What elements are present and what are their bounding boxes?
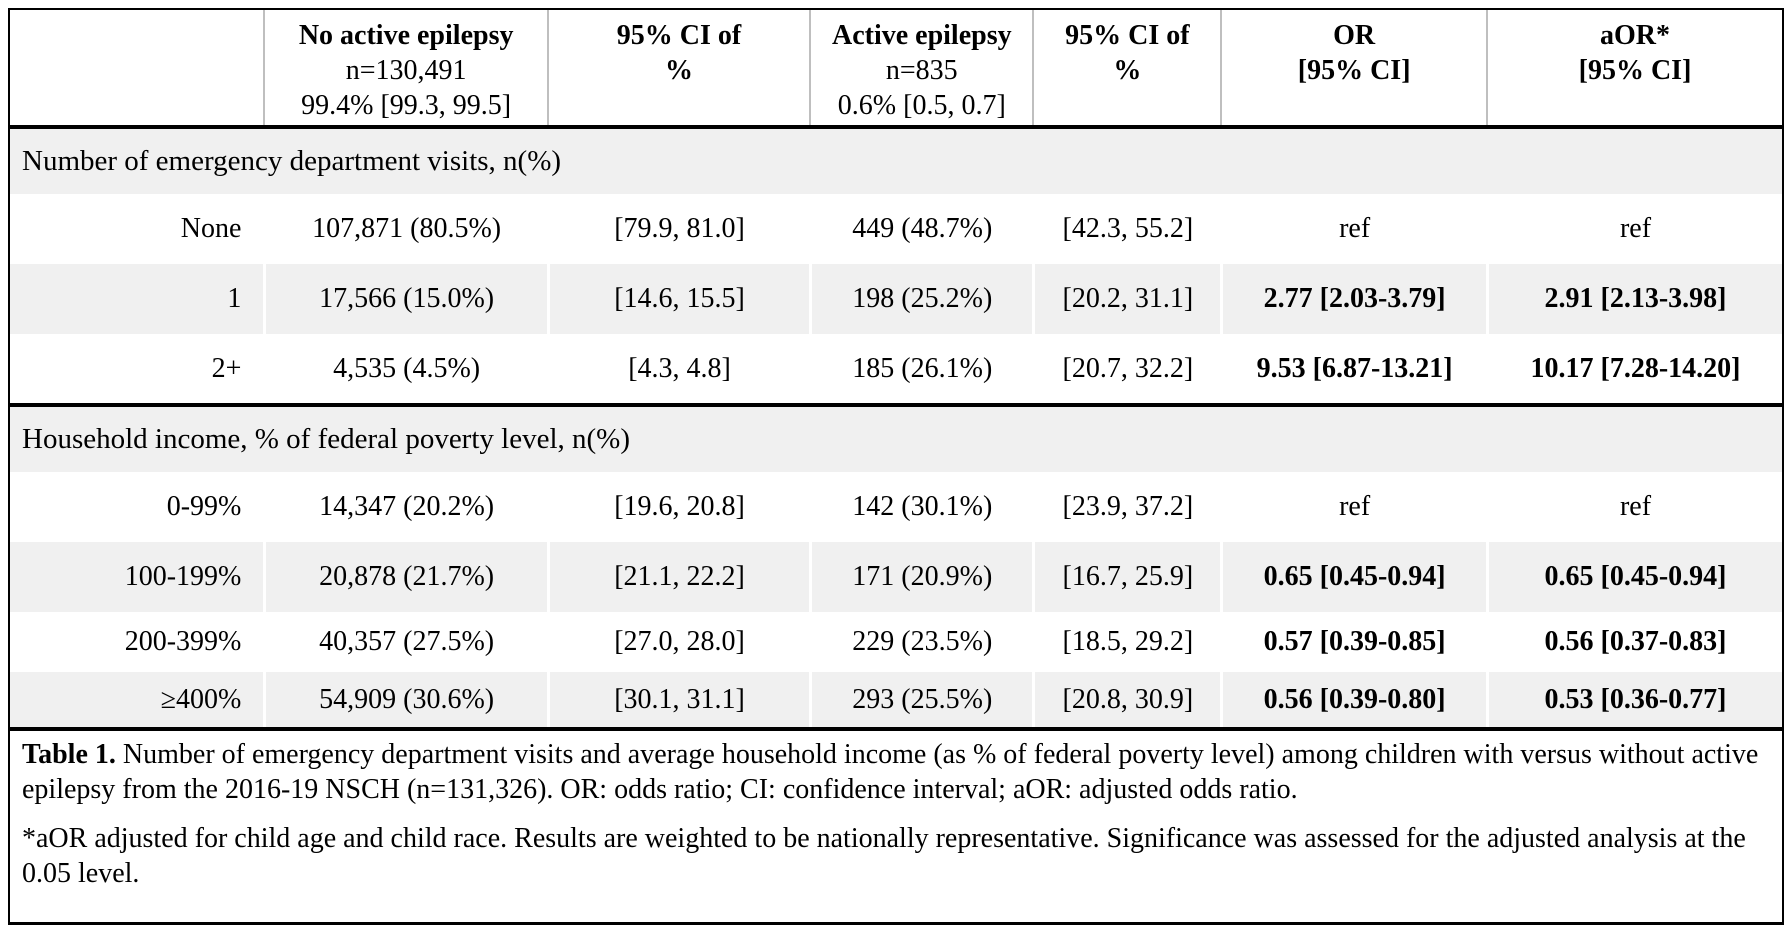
table-cell: [42.3, 55.2]	[1062, 213, 1194, 244]
table-cell-or: 0.56 [0.39-0.80]	[1220, 672, 1487, 727]
table-cell-aor: 0.53 [0.36-0.77]	[1486, 672, 1782, 727]
table-cell: 4,535 (4.5%)	[333, 352, 481, 384]
table-footnote: *aOR adjusted for child age and child ra…	[22, 823, 1746, 889]
row-label: 200-399%	[124, 626, 242, 657]
col-header-title-line2: [95% CI]	[1297, 55, 1411, 86]
row-label: 100-199%	[10, 542, 264, 612]
col-header-pct: 0.6% [0.5, 0.7]	[837, 90, 1006, 121]
table-row: 200-399% 40,357 (27.5%) [27.0, 28.0] 229…	[10, 612, 1782, 672]
col-header-title-line2: [95% CI]	[1578, 55, 1692, 86]
col-header-aor: aOR* [95% CI]	[1486, 10, 1782, 125]
table-caption: Table 1. Number of emergency department …	[10, 731, 1782, 922]
journal-table: No active epilepsy n=130,491 99.4% [99.3…	[8, 8, 1784, 925]
table-cell: 142 (30.1%)	[852, 491, 993, 522]
col-header-title: Active epilepsy	[831, 20, 1012, 51]
table-header-row: No active epilepsy n=130,491 99.4% [99.3…	[10, 10, 1782, 125]
table-cell: 54,909 (30.6%)	[263, 672, 547, 727]
table-cell-or: 2.77 [2.03-3.79]	[1220, 264, 1487, 334]
table-cell: 171 (20.9%)	[809, 542, 1033, 612]
table-cell: [30.1, 31.1]	[546, 672, 810, 727]
col-header-ci-2: 95% CI of %	[1032, 10, 1220, 125]
col-header-title: 95% CI of	[616, 20, 742, 51]
table-cell: [14.6, 15.5]	[546, 264, 810, 334]
table-cell: 17,566 (15.0%)	[263, 264, 547, 334]
row-label: 0-99%	[166, 491, 242, 522]
row-label: 1	[10, 264, 264, 334]
row-label: None	[180, 213, 242, 244]
col-header-title-line2: %	[1113, 55, 1142, 86]
header-empty-cell	[10, 10, 263, 125]
table-row: 0-99% 14,347 (20.2%) [19.6, 20.8] 142 (3…	[10, 472, 1782, 542]
col-header-n: n=130,491	[345, 55, 467, 86]
table-row: ≥400% 54,909 (30.6%) [30.1, 31.1] 293 (2…	[10, 672, 1782, 727]
section-header-ed-visits: Number of emergency department visits, n…	[10, 129, 1782, 194]
table-cell: [18.5, 29.2]	[1062, 626, 1194, 657]
col-header-title: No active epilepsy	[298, 20, 514, 51]
table-cell: [20.2, 31.1]	[1032, 264, 1221, 334]
table-cell-aor: 2.91 [2.13-3.98]	[1486, 264, 1782, 334]
table-cell: 229 (23.5%)	[852, 626, 993, 657]
table-cell: [4.3, 4.8]	[628, 352, 731, 384]
section-divider	[10, 125, 1782, 129]
table-cell: 107,871 (80.5%)	[312, 213, 502, 244]
table-cell-aor: ref	[1619, 213, 1652, 244]
table-cell-or: ref	[1339, 213, 1371, 244]
table-cell: [16.7, 25.9]	[1032, 542, 1221, 612]
row-label: 2+	[211, 352, 242, 384]
table-cell-or: ref	[1339, 491, 1371, 522]
table-cell: 40,357 (27.5%)	[319, 626, 495, 657]
col-header-active-epilepsy: Active epilepsy n=835 0.6% [0.5, 0.7]	[809, 10, 1032, 125]
table-cell-aor: 10.17 [7.28-14.20]	[1530, 352, 1741, 384]
section-header-household-income: Household income, % of federal poverty l…	[10, 407, 1782, 472]
col-header-no-active-epilepsy: No active epilepsy n=130,491 99.4% [99.3…	[263, 10, 547, 125]
col-header-title: 95% CI of	[1065, 20, 1190, 51]
table-cell-or: 9.53 [6.87-13.21]	[1256, 352, 1453, 384]
row-label: ≥400%	[10, 672, 264, 727]
table-cell: 449 (48.7%)	[852, 213, 993, 244]
table-row: 1 17,566 (15.0%) [14.6, 15.5] 198 (25.2%…	[10, 264, 1782, 334]
table-row: None 107,871 (80.5%) [79.9, 81.0] 449 (4…	[10, 194, 1782, 264]
table-cell: [20.8, 30.9]	[1032, 672, 1221, 727]
caption-text: Number of emergency department visits an…	[22, 739, 1759, 805]
table-cell-aor: 0.56 [0.37-0.83]	[1544, 626, 1727, 657]
table-cell: [20.7, 32.2]	[1062, 352, 1194, 384]
col-header-title: aOR*	[1600, 20, 1670, 51]
table-cell: [19.6, 20.8]	[614, 491, 745, 522]
col-header-or: OR [95% CI]	[1220, 10, 1486, 125]
caption-label: Table 1.	[22, 739, 116, 770]
table-cell: 20,878 (21.7%)	[263, 542, 547, 612]
caption-paragraph: Table 1. Number of emergency department …	[22, 737, 1768, 807]
table-row: 100-199% 20,878 (21.7%) [21.1, 22.2] 171…	[10, 542, 1782, 612]
section-divider	[10, 403, 1782, 407]
table-cell: 185 (26.1%)	[852, 352, 993, 384]
col-header-n: n=835	[885, 55, 958, 86]
table-cell: [79.9, 81.0]	[614, 213, 745, 244]
table-cell: [21.1, 22.2]	[546, 542, 810, 612]
table-cell: 14,347 (20.2%)	[319, 491, 495, 522]
col-header-title: OR	[1333, 20, 1376, 51]
table-cell: [27.0, 28.0]	[614, 626, 745, 657]
table-cell-aor: 0.65 [0.45-0.94]	[1486, 542, 1782, 612]
table-cell-or: 0.65 [0.45-0.94]	[1220, 542, 1487, 612]
col-header-title-line2: %	[665, 55, 694, 86]
table-cell: 293 (25.5%)	[809, 672, 1033, 727]
col-header-pct: 99.4% [99.3, 99.5]	[301, 90, 512, 121]
table-cell: 198 (25.2%)	[809, 264, 1033, 334]
col-header-ci-1: 95% CI of %	[546, 10, 809, 125]
table-cell: [23.9, 37.2]	[1062, 491, 1194, 522]
table-cell-or: 0.57 [0.39-0.85]	[1263, 626, 1446, 657]
table-row: 2+ 4,535 (4.5%) [4.3, 4.8] 185 (26.1%) […	[10, 334, 1782, 403]
table-cell-aor: ref	[1619, 491, 1652, 522]
section-divider	[10, 727, 1782, 731]
